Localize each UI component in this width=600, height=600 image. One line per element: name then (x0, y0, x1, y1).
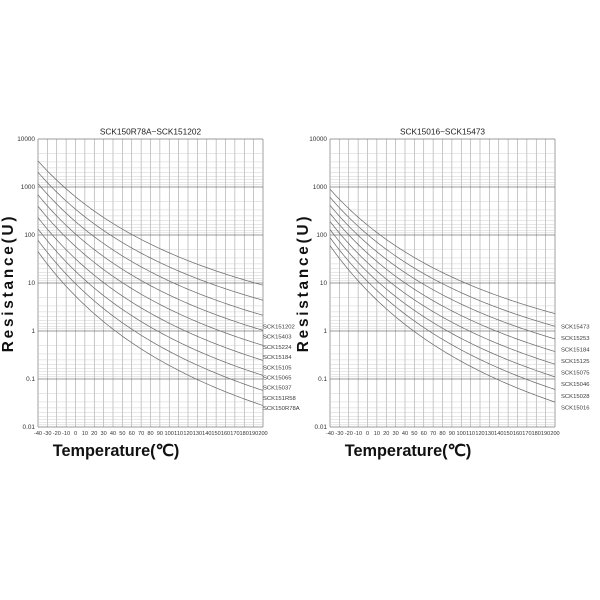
svg-text:SCK15105: SCK15105 (263, 365, 292, 371)
svg-text:90: 90 (449, 431, 455, 437)
svg-text:-30: -30 (43, 431, 51, 437)
svg-text:Temperature(℃): Temperature(℃) (345, 442, 472, 460)
svg-text:100: 100 (165, 431, 174, 437)
svg-text:-10: -10 (354, 431, 362, 437)
svg-text:50: 50 (119, 431, 125, 437)
svg-text:30: 30 (392, 431, 398, 437)
svg-text:SCK15473: SCK15473 (561, 325, 590, 331)
svg-text:130: 130 (485, 431, 494, 437)
svg-text:SCK15253: SCK15253 (561, 336, 590, 342)
svg-text:SCK15184: SCK15184 (263, 355, 292, 361)
svg-text:180: 180 (532, 431, 541, 437)
svg-text:180: 180 (240, 431, 249, 437)
svg-text:SCK15046: SCK15046 (561, 382, 590, 388)
svg-text:10: 10 (28, 280, 36, 287)
svg-text:200: 200 (550, 431, 559, 437)
svg-text:150: 150 (503, 431, 512, 437)
svg-text:170: 170 (230, 431, 239, 437)
svg-text:SCK151R58: SCK151R58 (263, 396, 296, 402)
svg-text:30: 30 (100, 431, 106, 437)
svg-text:-40: -40 (326, 431, 334, 437)
svg-text:170: 170 (522, 431, 531, 437)
svg-text:1: 1 (31, 328, 35, 335)
svg-text:1: 1 (323, 328, 327, 335)
svg-text:80: 80 (147, 431, 153, 437)
svg-text:190: 190 (541, 431, 550, 437)
svg-text:140: 140 (494, 431, 503, 437)
svg-text:110: 110 (466, 431, 475, 437)
svg-text:130: 130 (193, 431, 202, 437)
svg-text:70: 70 (430, 431, 436, 437)
svg-text:SCK15028: SCK15028 (561, 394, 590, 400)
svg-text:SCK15184: SCK15184 (561, 348, 590, 354)
svg-text:Resistance(U): Resistance(U) (295, 214, 312, 352)
svg-text:90: 90 (157, 431, 163, 437)
svg-text:80: 80 (439, 431, 445, 437)
svg-text:160: 160 (513, 431, 522, 437)
svg-text:SCK15125: SCK15125 (561, 359, 590, 365)
svg-text:SCK151202: SCK151202 (263, 325, 295, 331)
svg-text:40: 40 (110, 431, 116, 437)
svg-text:1000: 1000 (21, 184, 36, 191)
svg-text:-30: -30 (335, 431, 343, 437)
svg-text:SCK150R78A: SCK150R78A (263, 406, 300, 412)
svg-text:100: 100 (316, 232, 327, 239)
svg-text:Temperature(℃): Temperature(℃) (53, 442, 180, 460)
svg-text:10000: 10000 (17, 136, 35, 143)
svg-text:0: 0 (366, 431, 369, 437)
svg-text:160: 160 (221, 431, 230, 437)
svg-text:SCK15016: SCK15016 (561, 405, 590, 411)
svg-text:SCK150R78A~SCK151202: SCK150R78A~SCK151202 (100, 127, 202, 137)
svg-text:0: 0 (74, 431, 77, 437)
svg-text:60: 60 (421, 431, 427, 437)
svg-text:100: 100 (24, 232, 35, 239)
svg-text:60: 60 (129, 431, 135, 437)
svg-text:Resistance(U): Resistance(U) (0, 214, 17, 352)
svg-text:0.1: 0.1 (26, 376, 35, 383)
svg-text:0.1: 0.1 (318, 376, 327, 383)
svg-text:20: 20 (91, 431, 97, 437)
svg-text:140: 140 (202, 431, 211, 437)
svg-text:SCK15037: SCK15037 (263, 386, 292, 392)
svg-text:SCK15224: SCK15224 (263, 345, 292, 351)
svg-text:190: 190 (249, 431, 258, 437)
svg-text:10: 10 (374, 431, 380, 437)
svg-text:50: 50 (411, 431, 417, 437)
svg-text:-20: -20 (345, 431, 353, 437)
svg-text:120: 120 (475, 431, 484, 437)
svg-text:70: 70 (138, 431, 144, 437)
svg-text:-10: -10 (62, 431, 70, 437)
svg-text:10000: 10000 (309, 136, 327, 143)
svg-text:-40: -40 (34, 431, 42, 437)
svg-text:40: 40 (402, 431, 408, 437)
svg-text:20: 20 (383, 431, 389, 437)
svg-text:-20: -20 (53, 431, 61, 437)
svg-text:10: 10 (320, 280, 328, 287)
svg-text:110: 110 (174, 431, 183, 437)
svg-text:1000: 1000 (313, 184, 328, 191)
svg-text:SCK15075: SCK15075 (561, 371, 590, 377)
svg-text:100: 100 (457, 431, 466, 437)
svg-text:150: 150 (211, 431, 220, 437)
svg-text:200: 200 (258, 431, 267, 437)
svg-text:10: 10 (82, 431, 88, 437)
svg-text:120: 120 (183, 431, 192, 437)
svg-text:SCK15065: SCK15065 (263, 376, 292, 382)
svg-text:SCK15403: SCK15403 (263, 335, 292, 341)
svg-text:SCK15016~SCK15473: SCK15016~SCK15473 (400, 127, 485, 137)
